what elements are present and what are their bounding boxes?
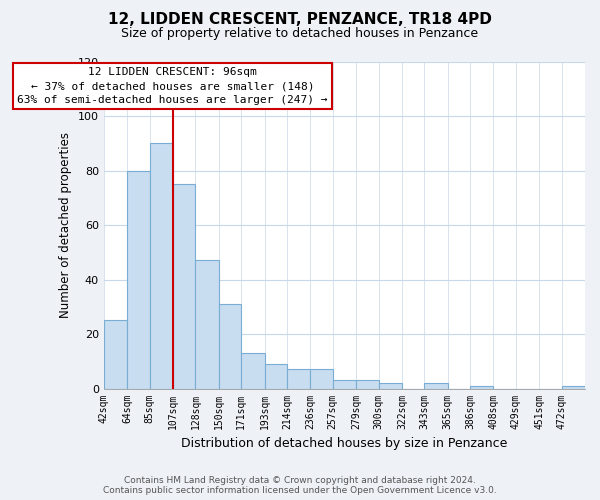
Text: 12 LIDDEN CRESCENT: 96sqm
← 37% of detached houses are smaller (148)
63% of semi: 12 LIDDEN CRESCENT: 96sqm ← 37% of detac… bbox=[17, 67, 328, 105]
Bar bbox=[241, 353, 265, 388]
Bar bbox=[265, 364, 287, 388]
Bar bbox=[287, 370, 310, 388]
Bar bbox=[219, 304, 241, 388]
Text: Size of property relative to detached houses in Penzance: Size of property relative to detached ho… bbox=[121, 28, 479, 40]
Bar bbox=[173, 184, 196, 388]
Bar bbox=[424, 383, 448, 388]
Bar bbox=[196, 260, 219, 388]
Bar bbox=[149, 144, 173, 388]
Y-axis label: Number of detached properties: Number of detached properties bbox=[59, 132, 73, 318]
Bar bbox=[310, 370, 333, 388]
Bar bbox=[470, 386, 493, 388]
Text: 12, LIDDEN CRESCENT, PENZANCE, TR18 4PD: 12, LIDDEN CRESCENT, PENZANCE, TR18 4PD bbox=[108, 12, 492, 28]
Bar bbox=[127, 170, 149, 388]
Text: Contains HM Land Registry data © Crown copyright and database right 2024.
Contai: Contains HM Land Registry data © Crown c… bbox=[103, 476, 497, 495]
Bar bbox=[333, 380, 356, 388]
X-axis label: Distribution of detached houses by size in Penzance: Distribution of detached houses by size … bbox=[181, 437, 508, 450]
Bar bbox=[562, 386, 585, 388]
Bar bbox=[379, 383, 402, 388]
Bar bbox=[356, 380, 379, 388]
Bar bbox=[104, 320, 127, 388]
